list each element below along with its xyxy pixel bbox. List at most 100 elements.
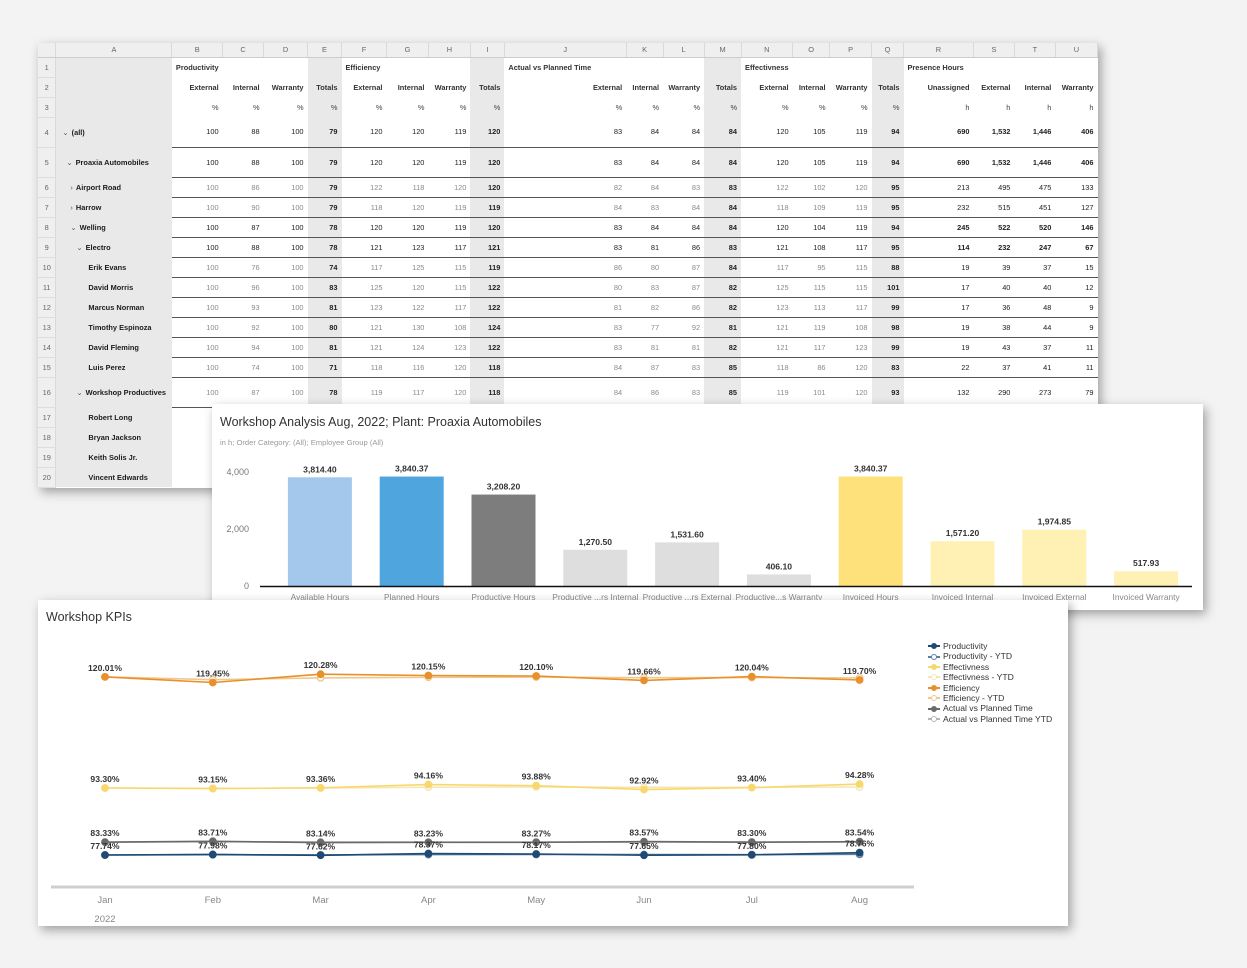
value-cell[interactable]: 119 bbox=[829, 147, 872, 178]
value-cell[interactable]: 48 bbox=[1014, 297, 1056, 318]
value-cell[interactable]: 17 bbox=[903, 277, 974, 298]
value-cell[interactable]: 80 bbox=[504, 277, 627, 298]
value-cell[interactable]: 87 bbox=[663, 277, 705, 298]
value-cell[interactable]: 67 bbox=[1055, 237, 1098, 258]
value-cell[interactable]: 93 bbox=[871, 377, 904, 408]
value-cell[interactable]: 82 bbox=[704, 337, 742, 358]
value-cell[interactable]: 120 bbox=[428, 357, 471, 378]
value-cell[interactable]: 406 bbox=[1055, 117, 1098, 148]
value-cell[interactable]: 118 bbox=[341, 357, 387, 378]
value-cell[interactable]: 232 bbox=[973, 237, 1015, 258]
value-cell[interactable]: 120 bbox=[386, 197, 429, 218]
value-cell[interactable]: 100 bbox=[263, 337, 308, 358]
value-cell[interactable]: 100 bbox=[171, 117, 223, 148]
value-cell[interactable]: 36 bbox=[973, 297, 1015, 318]
column-header[interactable]: G bbox=[386, 43, 429, 58]
value-cell[interactable]: 100 bbox=[263, 147, 308, 178]
value-cell[interactable]: 81 bbox=[663, 337, 705, 358]
expand-chevron-icon[interactable]: › bbox=[70, 182, 73, 192]
value-cell[interactable]: 84 bbox=[504, 197, 627, 218]
row-number[interactable]: 7 bbox=[38, 197, 57, 218]
value-cell[interactable]: 122 bbox=[386, 297, 429, 318]
value-cell[interactable]: 86 bbox=[663, 237, 705, 258]
column-header[interactable]: U bbox=[1055, 43, 1098, 58]
corner-cell[interactable] bbox=[38, 43, 57, 58]
value-cell[interactable]: 88 bbox=[222, 147, 264, 178]
value-cell[interactable]: 495 bbox=[973, 177, 1015, 198]
row-number[interactable]: 2 bbox=[38, 77, 57, 98]
value-cell[interactable]: 81 bbox=[626, 237, 664, 258]
value-cell[interactable]: 19 bbox=[903, 317, 974, 338]
value-cell[interactable]: 406 bbox=[1055, 147, 1098, 178]
column-header[interactable]: B bbox=[171, 43, 224, 58]
legend-item[interactable]: Efficiency - YTD bbox=[928, 693, 1052, 703]
value-cell[interactable]: 122 bbox=[470, 277, 505, 298]
value-cell[interactable]: 86 bbox=[504, 257, 627, 278]
row-number[interactable]: 19 bbox=[38, 447, 57, 468]
value-cell[interactable]: 19 bbox=[903, 337, 974, 358]
column-header[interactable]: K bbox=[626, 43, 664, 58]
value-cell[interactable]: 121 bbox=[741, 237, 793, 258]
row-label[interactable]: › Airport Road bbox=[55, 177, 172, 197]
value-cell[interactable]: 81 bbox=[307, 337, 342, 358]
value-cell[interactable]: 120 bbox=[428, 177, 471, 198]
value-cell[interactable]: 108 bbox=[428, 317, 471, 338]
column-header[interactable]: S bbox=[973, 43, 1015, 58]
row-label[interactable]: › Harrow bbox=[55, 197, 172, 217]
column-header[interactable]: F bbox=[341, 43, 387, 58]
row-number[interactable]: 11 bbox=[38, 277, 57, 298]
value-cell[interactable]: 84 bbox=[704, 117, 742, 148]
value-cell[interactable]: 102 bbox=[792, 177, 830, 198]
value-cell[interactable]: 120 bbox=[741, 217, 793, 238]
value-cell[interactable]: 99 bbox=[871, 337, 904, 358]
value-cell[interactable]: 132 bbox=[903, 377, 974, 408]
value-cell[interactable]: 19 bbox=[903, 257, 974, 278]
value-cell[interactable]: 84 bbox=[663, 147, 705, 178]
value-cell[interactable]: 119 bbox=[470, 257, 505, 278]
value-cell[interactable]: 88 bbox=[222, 237, 264, 258]
value-cell[interactable]: 74 bbox=[307, 257, 342, 278]
value-cell[interactable]: 100 bbox=[171, 177, 223, 198]
value-cell[interactable]: 117 bbox=[741, 257, 793, 278]
value-cell[interactable]: 86 bbox=[663, 297, 705, 318]
expand-chevron-icon[interactable]: › bbox=[70, 202, 73, 212]
row-number[interactable]: 13 bbox=[38, 317, 57, 338]
value-cell[interactable]: 120 bbox=[470, 117, 505, 148]
value-cell[interactable]: 120 bbox=[829, 377, 872, 408]
value-cell[interactable]: 119 bbox=[341, 377, 387, 408]
value-cell[interactable]: 81 bbox=[504, 297, 627, 318]
value-cell[interactable]: 113 bbox=[792, 297, 830, 318]
value-cell[interactable]: 290 bbox=[973, 377, 1015, 408]
value-cell[interactable]: 85 bbox=[704, 377, 742, 408]
value-cell[interactable]: 116 bbox=[386, 357, 429, 378]
value-cell[interactable]: 83 bbox=[307, 277, 342, 298]
value-cell[interactable]: 22 bbox=[903, 357, 974, 378]
value-cell[interactable]: 94 bbox=[871, 117, 904, 148]
value-cell[interactable]: 100 bbox=[171, 147, 223, 178]
value-cell[interactable]: 120 bbox=[428, 377, 471, 408]
value-cell[interactable]: 100 bbox=[171, 297, 223, 318]
value-cell[interactable]: 690 bbox=[903, 117, 974, 148]
row-number[interactable]: 8 bbox=[38, 217, 57, 238]
value-cell[interactable]: 82 bbox=[704, 277, 742, 298]
value-cell[interactable]: 100 bbox=[263, 237, 308, 258]
column-header[interactable]: E bbox=[307, 43, 342, 58]
value-cell[interactable]: 81 bbox=[704, 317, 742, 338]
value-cell[interactable]: 74 bbox=[222, 357, 264, 378]
value-cell[interactable]: 123 bbox=[829, 337, 872, 358]
value-cell[interactable]: 84 bbox=[504, 357, 627, 378]
value-cell[interactable]: 120 bbox=[741, 117, 793, 148]
value-cell[interactable]: 94 bbox=[222, 337, 264, 358]
value-cell[interactable]: 127 bbox=[1055, 197, 1098, 218]
legend-item[interactable]: Effectivness - YTD bbox=[928, 672, 1052, 682]
value-cell[interactable]: 83 bbox=[504, 217, 627, 238]
value-cell[interactable]: 83 bbox=[663, 357, 705, 378]
collapse-chevron-icon[interactable]: ⌄ bbox=[70, 222, 77, 232]
value-cell[interactable]: 37 bbox=[973, 357, 1015, 378]
value-cell[interactable]: 84 bbox=[663, 197, 705, 218]
row-label[interactable]: ⌄ Workshop Productives bbox=[55, 377, 172, 407]
value-cell[interactable]: 86 bbox=[792, 357, 830, 378]
row-label[interactable]: ⌄ (all) bbox=[55, 117, 172, 147]
value-cell[interactable]: 88 bbox=[222, 117, 264, 148]
value-cell[interactable]: 115 bbox=[792, 277, 830, 298]
